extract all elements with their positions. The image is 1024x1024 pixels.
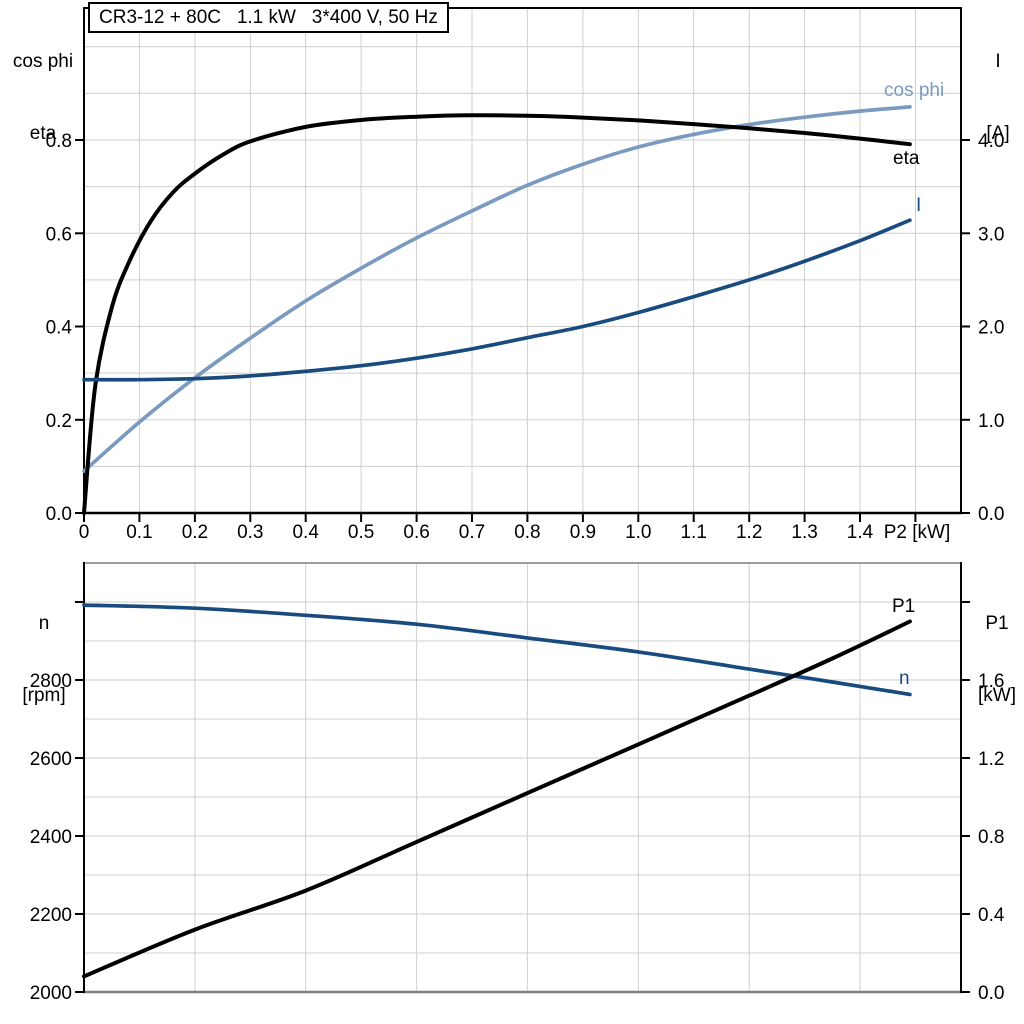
y-left-tick-label: 0.4 <box>46 318 73 339</box>
x-tick-label: 0.6 <box>403 522 429 543</box>
frame-chart-2 <box>83 562 962 994</box>
x-tick-label: 1.4 <box>847 522 874 543</box>
y-left-tick-label: 2800 <box>30 671 72 692</box>
current-curve-label: I <box>916 195 922 216</box>
x-tick-label: 1.0 <box>625 522 651 543</box>
x-tick-label: 0.3 <box>237 522 263 543</box>
x-tick-label: 0.4 <box>292 522 319 543</box>
axis-label-current: I <box>995 51 1001 72</box>
left-axis-header-top-chart: cos phi eta <box>2 2 84 194</box>
axis-label-cos-phi: cos phi <box>12 51 74 72</box>
y-right-tick-label: 3.0 <box>978 224 1004 245</box>
x-tick-label: 0.5 <box>348 522 374 543</box>
curve-I <box>82 218 912 382</box>
axis-label-p1: P1 <box>985 613 1009 634</box>
axis-label-kw-unit: [kW] <box>978 685 1016 706</box>
y-right-tick-label: 1.0 <box>978 411 1004 432</box>
p1-curve-label: P1 <box>892 596 916 617</box>
eta-curve-label: eta <box>893 148 920 169</box>
curves-chart-1 <box>82 105 912 515</box>
axis-label-eta: eta <box>29 123 57 144</box>
y-left-tick-label: 2400 <box>30 827 72 848</box>
right-axis-header-top-chart: I [A] <box>972 2 1024 194</box>
y-right-tick-label: 1.2 <box>978 749 1004 770</box>
y-right-tick-label: 0.8 <box>978 827 1004 848</box>
axis-label-ampere-unit: [A] <box>986 123 1010 144</box>
left-axis-header-bottom-chart: n [rpm] <box>2 564 86 756</box>
x-tick-label: 0.1 <box>126 522 152 543</box>
y-left-tick-label: 0.0 <box>46 504 72 525</box>
x-axis-unit-label: P2 [kW] <box>884 522 951 543</box>
x-tick-label: 1.3 <box>791 522 817 543</box>
gridlines-chart-1 <box>84 8 961 513</box>
cos-phi-curve-label: cos phi <box>884 80 945 101</box>
curve-eta <box>82 113 912 515</box>
curves-chart-2 <box>82 603 912 979</box>
curve-P1 <box>82 619 912 979</box>
gridlines-chart-2 <box>84 563 961 992</box>
y-left-tick-label: 2600 <box>30 749 72 770</box>
x-tick-label: 0.2 <box>182 522 208 543</box>
chart-title-box: CR3-12 + 80C 1.1 kW 3*400 V, 50 Hz <box>88 2 449 33</box>
y-right-tick-label: 0.4 <box>978 905 1005 926</box>
y-right-tick-label: 2.0 <box>978 318 1004 339</box>
axis-label-speed: n <box>38 613 50 634</box>
y-left-tick-label: 2200 <box>30 905 72 926</box>
y-right-tick-label: 4.0 <box>978 131 1004 152</box>
ticks-chart-2 <box>75 601 970 993</box>
x-tick-label: 0 <box>79 522 90 543</box>
x-tick-label: 0.8 <box>514 522 540 543</box>
y-left-tick-label: 0.2 <box>46 411 72 432</box>
y-right-tick-label: 0.0 <box>978 983 1004 1004</box>
y-right-tick-label: 1.6 <box>978 671 1004 692</box>
x-tick-label: 0.7 <box>459 522 485 543</box>
right-axis-header-bottom-chart: P1 [kW] <box>969 564 1024 756</box>
speed-curve-label: n <box>899 668 910 689</box>
x-tick-label: 0.9 <box>570 522 596 543</box>
tick-labels-chart-1: 0.0 0.2 0.4 0.6 0.8 0.0 1.0 2.0 3.0 4.0 0 0.1 0.2 0.3… <box>46 131 1005 543</box>
y-left-tick-label: 2000 <box>30 983 72 1004</box>
y-left-tick-label: 0.6 <box>46 224 72 245</box>
ticks-chart-1 <box>75 139 970 522</box>
tick-labels-chart-2: 2000 2200 2400 2600 2800 0.0 0.4 0.8 1.2 1.6 <box>30 671 1005 1004</box>
x-tick-label: 1.2 <box>736 522 762 543</box>
frame-chart-1 <box>83 7 962 515</box>
y-right-tick-label: 0.0 <box>978 504 1004 525</box>
x-tick-label: 1.1 <box>680 522 706 543</box>
y-left-tick-label: 0.8 <box>46 131 72 152</box>
axis-label-rpm-unit: [rpm] <box>22 685 66 706</box>
curve-cos-phi <box>82 105 912 473</box>
